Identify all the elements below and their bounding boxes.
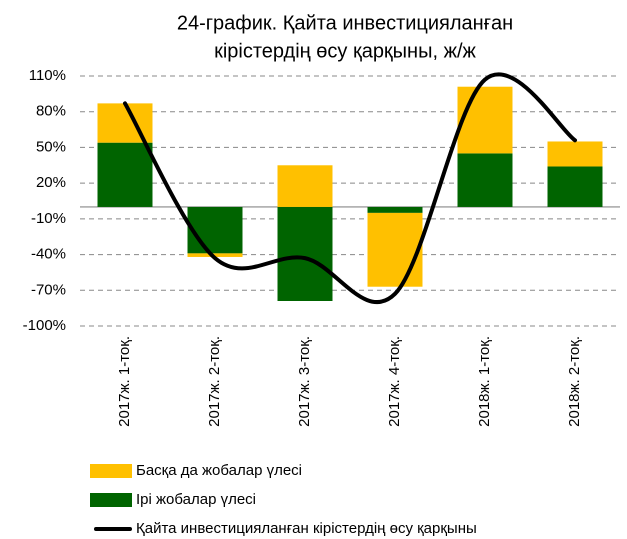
y-tick-label: -10% xyxy=(31,210,66,227)
y-tick-label: -70% xyxy=(31,281,66,298)
bar xyxy=(457,86,513,154)
bar xyxy=(187,206,243,254)
bar xyxy=(277,206,333,301)
bar xyxy=(367,206,423,213)
y-tick-label: 20% xyxy=(36,174,66,191)
legend-label: Ірі жобалар үлесі xyxy=(136,491,256,508)
bar xyxy=(547,166,603,207)
line xyxy=(123,72,577,304)
legend-label: Қайта инвестицияланған кірістердің өсу қ… xyxy=(136,520,477,537)
y-tick-label: 110% xyxy=(29,67,66,84)
bar xyxy=(457,153,513,207)
x-tick-label: 2018ж. 2-тоқ. xyxy=(566,336,583,427)
y-tick-label: 50% xyxy=(36,138,66,155)
bar xyxy=(97,142,153,207)
y-tick-label: -100% xyxy=(23,317,66,334)
legend-label: Басқа да жобалар үлесі xyxy=(136,462,302,479)
x-tick-label: 2017ж. 4-тоқ. xyxy=(386,336,403,427)
legend-swatch xyxy=(90,464,132,478)
y-tick-label: 80% xyxy=(36,103,66,120)
bar xyxy=(187,253,243,257)
x-tick-label: 2018ж. 1-тоқ. xyxy=(476,336,493,427)
x-tick-label: 2017ж. 1-тоқ. xyxy=(116,336,133,427)
bar xyxy=(547,141,603,167)
x-tick-label: 2017ж. 2-тоқ. xyxy=(206,336,223,427)
x-tick-label: 2017ж. 3-тоқ. xyxy=(296,336,313,427)
chart-title: кірістердің өсу қарқыны, ж/ж xyxy=(214,40,476,62)
y-tick-label: -40% xyxy=(31,246,66,263)
bar xyxy=(367,212,423,287)
chart-title: 24-график. Қайта инвестицияланған xyxy=(177,12,513,34)
bar xyxy=(277,165,333,207)
legend-swatch xyxy=(90,493,132,507)
